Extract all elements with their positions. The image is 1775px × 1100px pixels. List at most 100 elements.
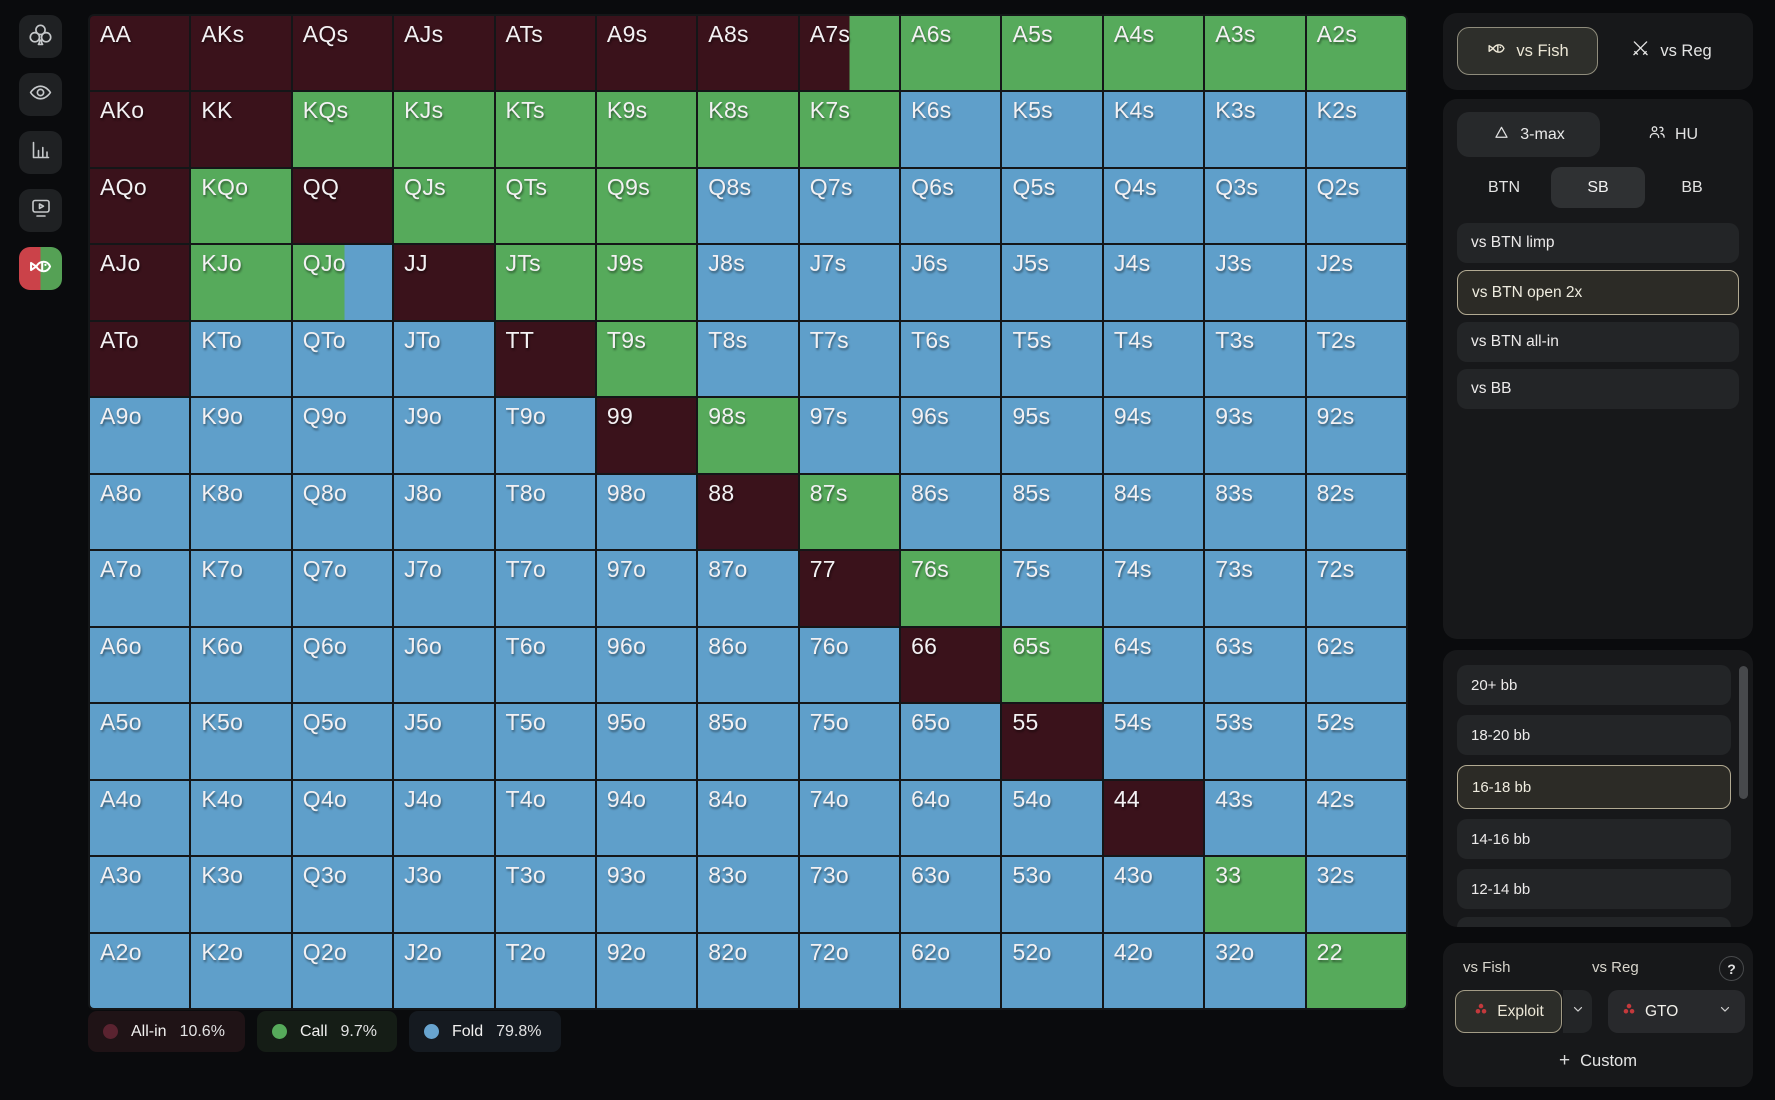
hand-cell-a9s[interactable]: A9s [596,16,697,91]
hand-cell-aks[interactable]: AKs [191,16,291,91]
hand-cell-kk[interactable]: KK [191,92,291,167]
hand-cell-k5s[interactable]: K5s [1002,92,1102,167]
hand-cell-q2o[interactable]: Q2o [292,933,393,1008]
hand-cell-j3s[interactable]: J3s [1205,245,1305,320]
hand-cell-t3s[interactable]: T3s [1205,321,1305,397]
hand-cell-t9s[interactable]: T9s [596,321,697,397]
hand-cell-95s[interactable]: 95s [1002,398,1102,473]
hand-cell-75o[interactable]: 75o [799,704,900,779]
hand-cell-a8s[interactable]: A8s [698,16,798,91]
hand-cell-72o[interactable]: 72o [799,933,900,1008]
hand-cell-t6s[interactable]: T6s [901,321,1001,397]
fish-strategy-value[interactable]: Exploit [1455,990,1562,1033]
hand-cell-j6o[interactable]: J6o [394,627,494,703]
sidebar-item-videos[interactable] [19,189,62,232]
hand-cell-a2o[interactable]: A2o [90,933,190,1008]
hand-cell-q4s[interactable]: Q4s [1103,168,1204,244]
hand-cell-93s[interactable]: 93s [1205,398,1305,473]
hand-cell-kjo[interactable]: KJo [191,245,291,320]
hand-cell-62s[interactable]: 62s [1306,627,1406,703]
stack-16-18-bb[interactable]: 16-18 bb [1457,765,1731,809]
hand-cell-j9o[interactable]: J9o [394,398,494,473]
tab-vs-reg[interactable]: vs Reg [1603,27,1739,75]
hand-cell-87o[interactable]: 87o [698,551,798,626]
add-custom-button[interactable]: + Custom [1443,1045,1753,1077]
hand-cell-87s[interactable]: 87s [799,474,900,550]
hand-cell-ajs[interactable]: AJs [394,16,494,91]
hand-cell-qjo[interactable]: QJo [292,245,393,320]
hand-cell-j2o[interactable]: J2o [394,933,494,1008]
hand-cell-kjs[interactable]: KJs [394,92,494,167]
hand-cell-t2o[interactable]: T2o [495,933,595,1008]
hand-cell-k3o[interactable]: K3o [191,857,291,932]
hand-cell-74s[interactable]: 74s [1103,551,1204,626]
hand-cell-q6o[interactable]: Q6o [292,627,393,703]
hand-cell-k6o[interactable]: K6o [191,627,291,703]
hand-cell-22[interactable]: 22 [1306,933,1406,1008]
sidebar-item-stats[interactable] [19,131,62,174]
hand-cell-72s[interactable]: 72s [1306,551,1406,626]
hand-cell-a5o[interactable]: A5o [90,704,190,779]
tab-hu[interactable]: HU [1606,112,1739,157]
hand-cell-53s[interactable]: 53s [1205,704,1305,779]
sidebar-item-review[interactable] [19,73,62,116]
hand-cell-k3s[interactable]: K3s [1205,92,1305,167]
hand-cell-q5o[interactable]: Q5o [292,704,393,779]
hand-cell-t6o[interactable]: T6o [495,627,595,703]
hand-cell-t8o[interactable]: T8o [495,474,595,550]
hand-cell-t2s[interactable]: T2s [1306,321,1406,397]
sidebar-item-suits[interactable] [19,15,62,58]
hand-cell-tt[interactable]: TT [495,321,595,397]
hand-cell-83o[interactable]: 83o [698,857,798,932]
hand-cell-77[interactable]: 77 [799,551,900,626]
hand-cell-t7o[interactable]: T7o [495,551,595,626]
hand-cell-a2s[interactable]: A2s [1306,16,1406,91]
position-sb[interactable]: SB [1551,167,1645,208]
hand-cell-74o[interactable]: 74o [799,780,900,856]
hand-cell-64o[interactable]: 64o [901,780,1001,856]
hand-cell-t5o[interactable]: T5o [495,704,595,779]
hand-cell-q7o[interactable]: Q7o [292,551,393,626]
hand-cell-54o[interactable]: 54o [1002,780,1102,856]
hand-cell-k2o[interactable]: K2o [191,933,291,1008]
stack-14-16-bb[interactable]: 14-16 bb [1457,819,1731,859]
hand-cell-a6o[interactable]: A6o [90,627,190,703]
hand-cell-q7s[interactable]: Q7s [799,168,900,244]
hand-cell-85s[interactable]: 85s [1002,474,1102,550]
fish-strategy-chevron[interactable] [1563,990,1592,1033]
sidebar-item-vs-fish-ranges[interactable] [19,247,62,290]
hand-cell-kqo[interactable]: KQo [191,168,291,244]
hand-cell-aqo[interactable]: AQo [90,168,190,244]
hand-cell-qts[interactable]: QTs [495,168,595,244]
hand-cell-q9s[interactable]: Q9s [596,168,697,244]
hand-cell-43o[interactable]: 43o [1103,857,1204,932]
hand-cell-66[interactable]: 66 [901,627,1001,703]
hand-cell-qjs[interactable]: QJs [394,168,494,244]
scenario-vs-btn-open-2x[interactable]: vs BTN open 2x [1457,270,1739,315]
hand-cell-kts[interactable]: KTs [495,92,595,167]
hand-cell-97o[interactable]: 97o [596,551,697,626]
hand-cell-83s[interactable]: 83s [1205,474,1305,550]
hand-cell-k9o[interactable]: K9o [191,398,291,473]
hand-cell-94o[interactable]: 94o [596,780,697,856]
hand-cell-86s[interactable]: 86s [901,474,1001,550]
hand-cell-62o[interactable]: 62o [901,933,1001,1008]
hand-cell-q4o[interactable]: Q4o [292,780,393,856]
position-bb[interactable]: BB [1681,178,1703,196]
hand-cell-73o[interactable]: 73o [799,857,900,932]
hand-cell-44[interactable]: 44 [1103,780,1204,856]
hand-cell-75s[interactable]: 75s [1002,551,1102,626]
tab-vs-fish[interactable]: vs Fish [1457,27,1598,75]
hand-cell-k7s[interactable]: K7s [799,92,900,167]
hand-cell-96s[interactable]: 96s [901,398,1001,473]
hand-cell-63o[interactable]: 63o [901,857,1001,932]
hand-cell-aa[interactable]: AA [90,16,190,91]
hand-cell-qq[interactable]: QQ [292,168,393,244]
hand-cell-55[interactable]: 55 [1002,704,1102,779]
hand-cell-k6s[interactable]: K6s [901,92,1001,167]
stack-12-14-bb[interactable]: 12-14 bb [1457,869,1731,909]
hand-cell-ato[interactable]: ATo [90,321,190,397]
hand-cell-52s[interactable]: 52s [1306,704,1406,779]
hand-cell-98s[interactable]: 98s [698,398,798,473]
hand-cell-a7s[interactable]: A7s [799,16,900,91]
